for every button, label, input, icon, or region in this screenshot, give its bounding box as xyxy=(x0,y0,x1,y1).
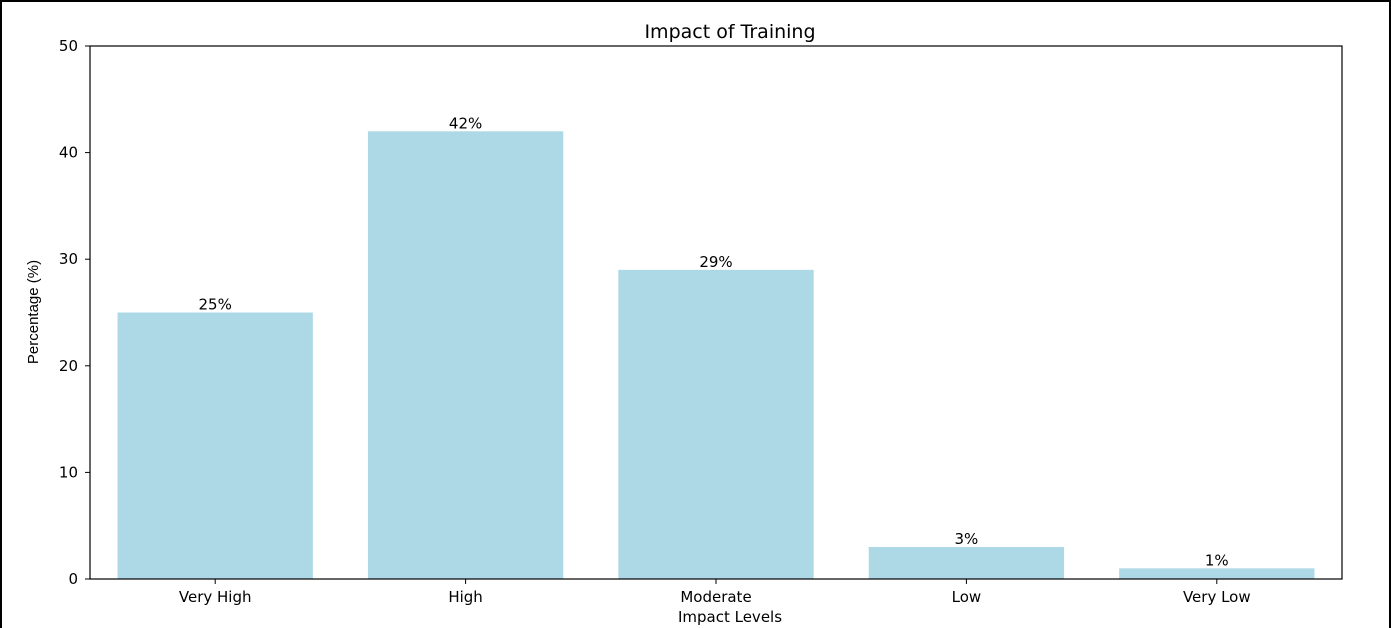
y-tick-label-0: 0 xyxy=(68,570,78,588)
bar-moderate xyxy=(618,269,814,579)
bar-very-high xyxy=(117,312,313,579)
data-labels-group: 25% 42% 29% 3% 1% xyxy=(199,114,1229,569)
chart-title: Impact of Training xyxy=(644,21,815,43)
bar-very-low xyxy=(1119,568,1315,579)
data-label-moderate: 29% xyxy=(699,253,732,271)
data-label-low: 3% xyxy=(955,530,979,548)
y-tick-label-20: 20 xyxy=(59,357,78,375)
x-axis-title: Impact Levels xyxy=(678,608,782,626)
x-tick-label-low: Low xyxy=(952,588,982,606)
y-tick-label-40: 40 xyxy=(59,144,78,162)
y-tick-label-50: 50 xyxy=(59,37,78,55)
y-axis: 0 10 20 30 40 50 xyxy=(59,37,90,588)
x-tick-label-very-high: Very High xyxy=(179,588,252,606)
data-label-high: 42% xyxy=(449,114,482,132)
y-tick-label-30: 30 xyxy=(59,250,78,268)
data-label-very-low: 1% xyxy=(1205,551,1229,569)
bar-high xyxy=(367,131,564,579)
y-axis-title: Percentage (%) xyxy=(25,260,42,364)
x-tick-label-very-low: Very Low xyxy=(1183,588,1251,606)
data-label-very-high: 25% xyxy=(199,296,232,314)
x-axis: Very High High Moderate Low Very Low xyxy=(179,579,1251,606)
x-tick-label-high: High xyxy=(448,588,482,606)
x-tick-label-moderate: Moderate xyxy=(680,588,751,606)
bar-low xyxy=(868,547,1065,579)
bars-group xyxy=(117,131,1315,579)
y-tick-label-10: 10 xyxy=(59,463,78,481)
